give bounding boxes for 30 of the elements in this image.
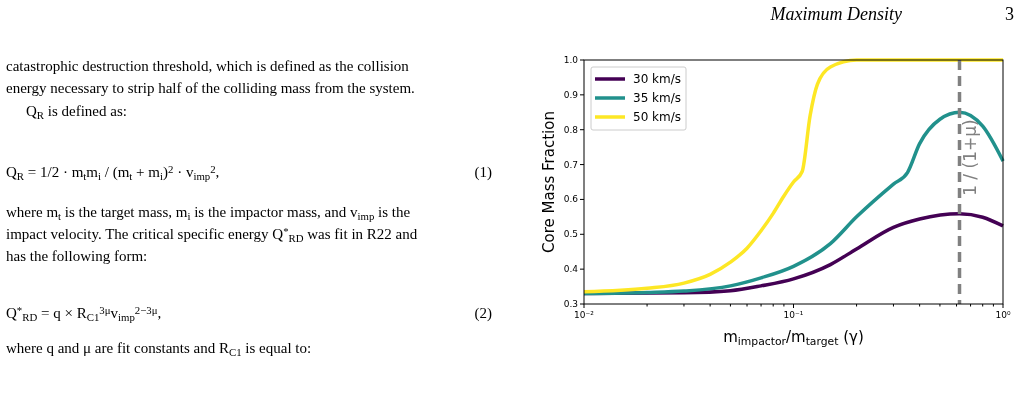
y-tick-label: 1.0 <box>563 55 579 65</box>
y-tick-label: 0.7 <box>563 159 578 170</box>
y-tick-label: 0.5 <box>563 229 578 240</box>
text: has the following form: <box>6 248 148 264</box>
x-tick-label: 10⁻¹ <box>783 310 804 320</box>
x-tick-label: 10⁰ <box>995 310 1011 320</box>
text: where q and μ are fit constants and R$_{C1}$ is equal to: <box>6 340 312 358</box>
y-tick-label: 0.9 <box>563 89 579 100</box>
text: impact velocity. The critical specific energy Q$^{*}$$_{RD}$ was fit in R22 and <box>6 224 418 244</box>
text: (2) <box>474 305 492 322</box>
x-tick-label: 10⁻² <box>574 310 595 320</box>
y-axis-title: Core Mass Fraction <box>540 111 558 253</box>
text: Q$_{R}$ is defined as: <box>26 103 127 121</box>
text: 3 <box>1005 4 1014 24</box>
legend-label: 30 km/s <box>633 72 682 86</box>
text: where m$_{t}$ is the target mass, m$_{i}$ is the impactor mass, and v$_{imp}$ is the <box>6 204 411 222</box>
ref-line-label: 1 / (1+μ) <box>959 119 980 196</box>
text: catastrophic destruction threshold, which is defined as the collision <box>6 58 410 74</box>
text: Q$_{R}$ = 1/2 · m$_{t}$m$_{i}$ / (m$_{t}$ + m$_{i}$)$^{2}$ · v$_{imp}$$^{2}$, <box>6 162 220 182</box>
text: energy necessary to strip half of the colliding mass from the system. <box>6 80 415 96</box>
x-axis-title: m$_{impactor}$/m$_{target}$ (γ) <box>723 328 864 348</box>
legend-label: 35 km/s <box>633 91 682 105</box>
y-tick-label: 0.3 <box>563 299 578 309</box>
y-tick-label: 0.8 <box>563 124 579 135</box>
y-tick-label: 0.4 <box>563 264 579 275</box>
text: Maximum Density <box>769 4 903 24</box>
legend-label: 50 km/s <box>633 110 682 124</box>
y-tick-label: 0.6 <box>563 194 579 205</box>
text: Q$^{*}$$_{RD}$ = q × R$_{C1}$$^{3μ}$v$_{imp}$$^{2−3μ}$, <box>6 303 162 323</box>
text: (1) <box>474 164 492 181</box>
